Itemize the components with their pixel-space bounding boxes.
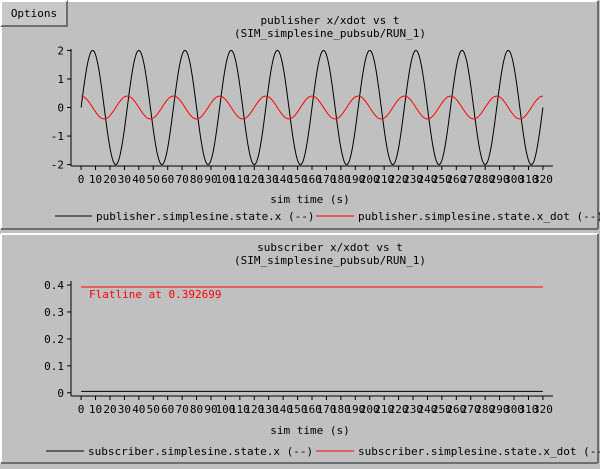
publisher-x-tick-label: 180 [331,173,351,186]
subscriber-x-axis-label: sim time (s) [270,424,349,437]
subscriber-x-tick-label: 300 [504,403,524,416]
subscriber-x-tick-label: 0 [78,403,85,416]
publisher-x-tick-label: 250 [432,173,452,186]
subscriber-x-tick-label: 40 [132,403,145,416]
subscriber-x-tick-label: 210 [374,403,394,416]
publisher-x-tick-label: 160 [302,173,322,186]
subscriber-x-tick-label: 250 [432,403,452,416]
subscriber-x-tick-label: 230 [403,403,423,416]
subscriber-y-tick-label: 0.3 [44,306,64,319]
publisher-x-tick-label: 220 [389,173,409,186]
publisher-x-tick-label: 310 [519,173,539,186]
subscriber-y-tick-label: 0.4 [44,279,64,292]
subscriber-legend: subscriber.simplesine.state.x (--) subsc… [46,445,600,458]
publisher-y-tick-label: -2 [51,159,64,172]
subscriber-x-tick-label: 320 [533,403,553,416]
publisher-x-tick-label: 60 [161,173,174,186]
subscriber-chart-title: subscriber x/xdot vs t [257,241,403,254]
publisher-x-tick-label: 300 [504,173,524,186]
subscriber-x-tick-label: 70 [175,403,188,416]
publisher-x-tick-label: 320 [533,173,553,186]
publisher-chart-subtitle: (SIM_simplesine_pubsub/RUN_1) [234,27,426,40]
publisher-x-tick-label: 190 [345,173,365,186]
publisher-x-tick-label: 0 [78,173,85,186]
subscriber-flatline-annotation: Flatline at 0.392699 [89,288,221,301]
subscriber-x-tick-label: 120 [244,403,264,416]
publisher-x-tick-label: 130 [259,173,279,186]
subscriber-x-tick-label: 80 [190,403,203,416]
publisher-legend-label-x: publisher.simplesine.state.x (--) [96,210,315,223]
subscriber-x-tick-label: 20 [103,403,116,416]
publisher-y-tick-label: -1 [51,130,64,143]
subscriber-x-tick-label: 30 [118,403,131,416]
publisher-x-tick-label: 110 [230,173,250,186]
publisher-y-tick-label: 0 [57,102,64,115]
subscriber-x-tick-label: 190 [345,403,365,416]
publisher-x-tick-label: 210 [374,173,394,186]
publisher-y-tick-label: 2 [57,44,64,57]
subscriber-y-tick-label: 0.2 [44,333,64,346]
subscriber-x-tick-label: 170 [316,403,336,416]
publisher-x-tick-label: 80 [190,173,203,186]
publisher-x-tick-label: 280 [475,173,495,186]
publisher-x-tick-label: 290 [490,173,510,186]
subscriber-x-tick-label: 200 [360,403,380,416]
subscriber-x-tick-label: 90 [204,403,217,416]
subscriber-x-tick-label: 130 [259,403,279,416]
publisher-x-tick-label: 170 [316,173,336,186]
subscriber-x-tick-label: 160 [302,403,322,416]
subscriber-x-tick-label: 140 [273,403,293,416]
publisher-x-tick-label: 270 [461,173,481,186]
publisher-chart-title: publisher x/xdot vs t [260,14,399,27]
subscriber-panel [0,233,599,464]
publisher-x-tick-label: 30 [118,173,131,186]
subscriber-x-tick-label: 60 [161,403,174,416]
publisher-series-xdot-line [81,95,543,120]
publisher-x-tick-label: 240 [418,173,438,186]
subscriber-x-tick-label: 180 [331,403,351,416]
subscriber-x-tick-label: 100 [215,403,235,416]
publisher-legend-label-xdot: publisher.simplesine.state.x_dot (--) [358,210,600,223]
subscriber-x-tick-label: 260 [446,403,466,416]
subscriber-x-tick-label: 220 [389,403,409,416]
publisher-x-tick-label: 10 [89,173,102,186]
publisher-plot-area: 0 10 20 30 40 50 60 70 80 90100110120130140150160… [51,44,553,186]
publisher-series-x-line [80,49,544,166]
subscriber-x-tick-label: 110 [230,403,250,416]
subscriber-x-tick-label: 310 [519,403,539,416]
subscriber-y-tick-label: 0.1 [44,360,64,373]
subscriber-legend-label-xdot: subscriber.simplesine.state.x_dot (--) [358,445,600,458]
publisher-x-tick-label: 200 [360,173,380,186]
subscriber-legend-label-x: subscriber.simplesine.state.x (--) [88,445,313,458]
publisher-legend: publisher.simplesine.state.x (--) publis… [55,210,600,223]
subscriber-x-tick-label: 240 [418,403,438,416]
publisher-y-tick-label: 1 [57,73,64,86]
subscriber-y-tick-label: 0 [57,387,64,400]
publisher-x-tick-label: 90 [204,173,217,186]
publisher-x-tick-label: 100 [215,173,235,186]
publisher-x-tick-label: 50 [147,173,160,186]
subscriber-x-tick-label: 280 [475,403,495,416]
publisher-x-tick-label: 150 [288,173,308,186]
subscriber-chart-subtitle: (SIM_simplesine_pubsub/RUN_1) [234,254,426,267]
publisher-panel [0,0,599,230]
publisher-x-axis-label: sim time (s) [270,193,349,206]
publisher-x-tick-label: 70 [175,173,188,186]
subscriber-x-tick-label: 290 [490,403,510,416]
publisher-x-tick-label: 230 [403,173,423,186]
publisher-x-tick-label: 40 [132,173,145,186]
options-menu-button[interactable]: Options [0,0,68,27]
publisher-x-tick-label: 20 [103,173,116,186]
publisher-x-tick-label: 260 [446,173,466,186]
subscriber-x-tick-label: 50 [147,403,160,416]
subscriber-x-tick-label: 10 [89,403,102,416]
publisher-x-tick-label: 140 [273,173,293,186]
publisher-x-tick-label: 120 [244,173,264,186]
subscriber-plot-area: 0 10 20 30 40 50 60 70 80 90100110120130140150160… [44,279,553,416]
subscriber-x-tick-label: 270 [461,403,481,416]
subscriber-x-tick-label: 150 [288,403,308,416]
